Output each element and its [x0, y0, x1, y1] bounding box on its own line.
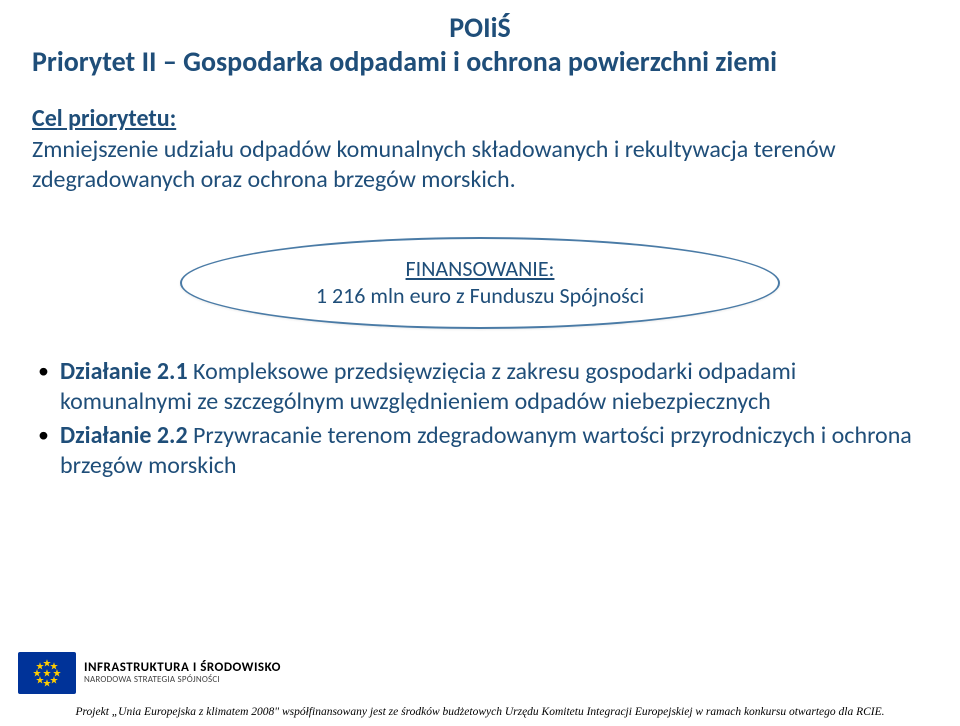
list-item: Działanie 2.2 Przywracanie terenom zdegr… — [60, 421, 928, 481]
program-title: POIiŚ — [32, 10, 928, 45]
action-label: Działanie 2.1 — [60, 357, 188, 386]
financing-label: FINANSOWANIE: — [406, 256, 555, 282]
footer-text: Projekt „Unia Europejska z klimatem 2008… — [0, 706, 960, 718]
financing-value: 1 216 mln euro z Funduszu Spójności — [316, 283, 644, 309]
logo-line1: INFRASTRUKTURA I ŚRODOWISKO — [84, 661, 281, 675]
goal-label: Cel priorytetu: — [32, 104, 928, 133]
logo-line2: NARODOWA STRATEGIA SPÓJNOŚCI — [84, 675, 281, 684]
action-label: Działanie 2.2 — [60, 421, 188, 450]
actions-list: Działanie 2.1 Kompleksowe przedsięwzięci… — [32, 357, 928, 481]
footer-logos: INFRASTRUKTURA I ŚRODOWISKO NARODOWA STR… — [18, 652, 281, 694]
goal-text: Zmniejszenie udziału odpadów komunalnych… — [32, 135, 928, 195]
action-body: Przywracanie terenom zdegradowanym warto… — [60, 421, 912, 480]
priority-title: Priorytet II – Gospodarka odpadami i och… — [32, 47, 928, 78]
eu-flag-icon — [18, 652, 76, 694]
list-item: Działanie 2.1 Kompleksowe przedsięwzięci… — [60, 357, 928, 417]
financing-oval-wrap: FINANSOWANIE: 1 216 mln euro z Funduszu … — [32, 237, 928, 329]
financing-oval: FINANSOWANIE: 1 216 mln euro z Funduszu … — [180, 237, 780, 329]
slide: POIiŚ Priorytet II – Gospodarka odpadami… — [0, 0, 960, 726]
logo-text: INFRASTRUKTURA I ŚRODOWISKO NARODOWA STR… — [84, 661, 281, 684]
